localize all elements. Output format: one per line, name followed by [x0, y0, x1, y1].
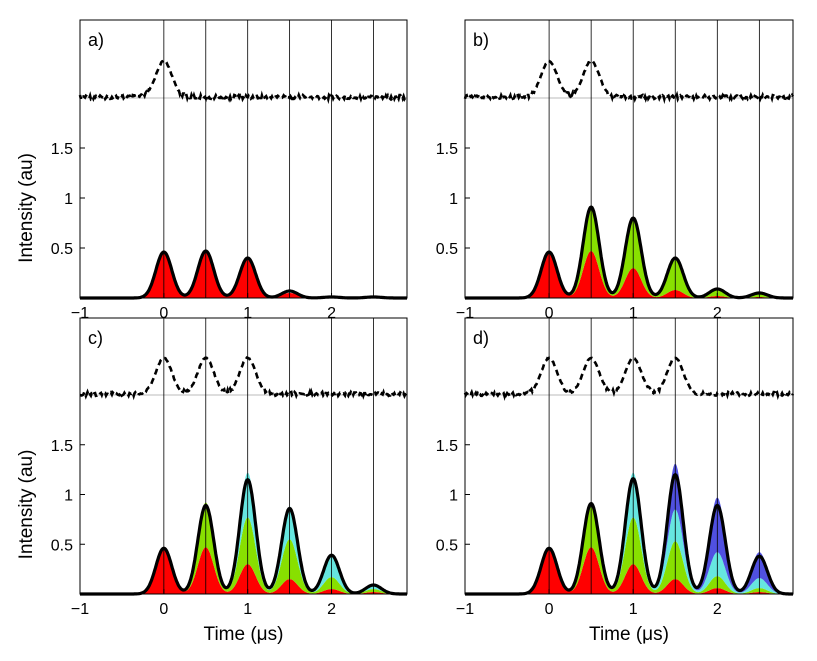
x-tick-label: −1: [71, 601, 89, 618]
x-tick-label: 0: [159, 601, 168, 618]
y-tick-label: 0.5: [51, 537, 73, 554]
panel-b: −1 0 1 20.511.5b): [436, 19, 795, 322]
panel-label: c): [88, 328, 103, 348]
x-tick-label: −1: [456, 601, 474, 618]
panel-label: a): [88, 30, 104, 50]
axes-frame: [79, 19, 408, 299]
y-axis-label: Intensity (au): [16, 450, 37, 560]
y-tick-label: 1: [64, 191, 73, 208]
x-tick-label: 2: [713, 305, 722, 322]
series-area-1: [465, 251, 793, 298]
inset-dashed-pulse-line: [463, 356, 795, 401]
series-area-4: [465, 463, 793, 594]
x-axis-label: Time (μs): [204, 624, 284, 645]
y-tick-label: 0.5: [436, 241, 458, 258]
series-area-3: [465, 472, 793, 594]
panel-c: −1 0 1 2 0.5 1 1.5 c) Intensity (au) Time (μs): [16, 317, 409, 645]
x-tick-label: 1: [629, 305, 638, 322]
series-area-1: [465, 547, 793, 594]
x-tick-label: 0: [545, 305, 554, 322]
x-tick-label: 2: [327, 305, 336, 322]
y-tick-label: 1.5: [436, 438, 458, 455]
axes-frame: [464, 317, 794, 595]
series-area-2: [80, 502, 407, 594]
panel-a: −1 0 1 20.511.5a)Intensity (au): [16, 19, 409, 322]
x-tick-label: 1: [629, 601, 638, 618]
y-tick-label: 1.5: [51, 438, 73, 455]
y-tick-label: 1: [64, 488, 73, 505]
inset-dashed-pulse-line: [78, 59, 409, 105]
axes-frame: [464, 19, 794, 299]
panel-label: b): [473, 30, 489, 50]
x-tick-label: 0: [159, 305, 168, 322]
panel-label: d): [473, 328, 489, 348]
y-tick-label: 1: [449, 191, 458, 208]
y-tick-label: 1.5: [436, 141, 458, 158]
y-tick-label: 0.5: [436, 537, 458, 554]
axes-frame: [79, 317, 408, 595]
y-tick-label: 0.5: [51, 241, 73, 258]
x-tick-label: 2: [327, 601, 336, 618]
y-tick-label: 1.5: [51, 141, 73, 158]
inset-dashed-pulse-line: [463, 59, 795, 105]
y-axis-label: Intensity (au): [16, 153, 37, 263]
panel-d: −1 0 1 2 0.5 1 1.5 d) Time (μs): [436, 317, 795, 645]
series-area-2: [465, 502, 793, 594]
inset-dashed-pulse-line: [79, 356, 409, 401]
x-tick-label: 1: [243, 305, 252, 322]
series-area-1: [80, 251, 407, 298]
y-tick-label: 1: [449, 488, 458, 505]
x-axis-label: Time (μs): [589, 624, 669, 645]
x-tick-label: 1: [243, 601, 252, 618]
series-area-1: [80, 547, 407, 594]
x-tick-label: 0: [545, 601, 554, 618]
x-tick-label: 2: [713, 601, 722, 618]
series-area-2: [465, 208, 793, 298]
